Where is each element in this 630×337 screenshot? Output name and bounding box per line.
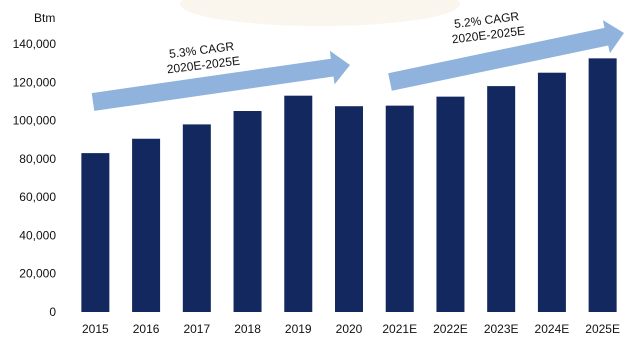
- x-tick-label: 2022E: [433, 322, 468, 336]
- y-tick-label: 100,000: [13, 114, 57, 128]
- y-tick-label: 140,000: [13, 37, 57, 51]
- y-tick-label: 40,000: [19, 228, 56, 242]
- x-tick-label: 2019: [285, 322, 312, 336]
- bar-2017: [182, 124, 211, 313]
- x-tick-label: 2020: [336, 322, 363, 336]
- bar-2024E: [537, 72, 566, 312]
- bar-2020: [335, 106, 363, 312]
- cagr-annotation-2: 5.2% CAGR 2020E-2025E: [451, 9, 526, 46]
- bar-2023E: [487, 86, 516, 312]
- x-tick-label: 2024E: [535, 322, 570, 336]
- x-tick-label: 2016: [133, 322, 160, 336]
- x-tick-label: 2018: [234, 322, 261, 336]
- x-axis: 2015 2016 2017 2018 2019 2020 2021E 2022E 2023E 2…: [82, 322, 620, 336]
- bar-2019: [284, 95, 313, 312]
- cagr-arrow-2: [388, 20, 624, 91]
- y-tick-label: 0: [49, 305, 56, 319]
- cagr-arrows: [91, 20, 624, 111]
- y-axis-unit-label: Btm: [34, 11, 55, 25]
- y-axis: 0 20,000 40,000 60,000 80,000 100,000 120,000 1…: [13, 37, 57, 319]
- y-tick-label: 60,000: [19, 190, 56, 204]
- y-tick-label: 80,000: [19, 152, 56, 166]
- x-tick-label: 2023E: [484, 322, 519, 336]
- x-tick-label: 2015: [82, 322, 109, 336]
- cagr-arrow-1: [91, 50, 350, 111]
- bar-2021E: [385, 105, 414, 312]
- cagr-annotation-1: 5.3% CAGR 2020E-2025E: [166, 39, 241, 76]
- bar-2025E: [588, 58, 617, 312]
- x-tick-label: 2017: [183, 322, 210, 336]
- bar-2015: [81, 153, 110, 312]
- bar-2018: [233, 111, 262, 312]
- background-watermark: [180, 0, 460, 26]
- x-tick-label: 2025E: [585, 322, 620, 336]
- x-tick-label: 2021E: [382, 322, 417, 336]
- y-tick-label: 20,000: [19, 267, 56, 281]
- y-tick-label: 120,000: [13, 75, 57, 89]
- bars: [81, 58, 617, 313]
- bar-2022E: [436, 96, 465, 313]
- bar-2016: [132, 138, 161, 312]
